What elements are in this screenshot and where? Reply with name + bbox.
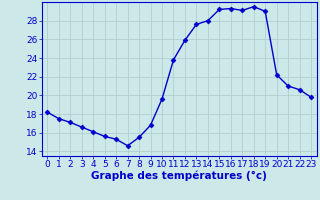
- X-axis label: Graphe des températures (°c): Graphe des températures (°c): [91, 171, 267, 181]
